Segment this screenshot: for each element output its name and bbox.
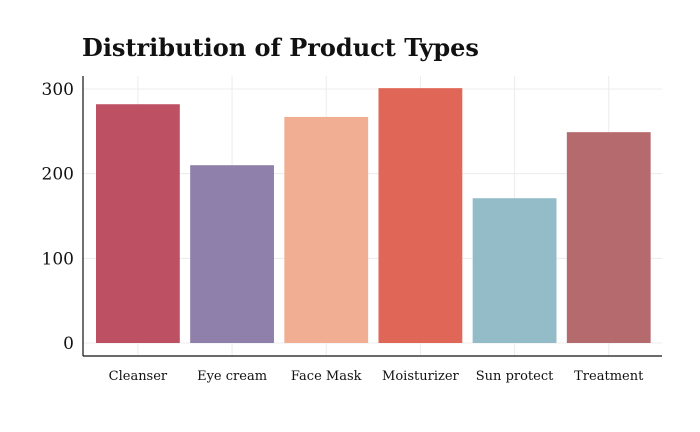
x-tick-label: Cleanser <box>109 369 168 384</box>
bar-treatment <box>566 132 651 343</box>
bar-eye-cream <box>190 165 274 343</box>
y-axis-ticks: 0 100 200 300 <box>42 80 74 354</box>
bar-sun-protect <box>472 198 557 343</box>
bar-face-mask <box>284 116 369 344</box>
bar-moisturizer <box>378 88 463 343</box>
x-tick-label: Sun protect <box>476 369 554 384</box>
x-tick-label: Moisturizer <box>382 369 459 384</box>
x-tick-label: Treatment <box>574 369 644 384</box>
bars <box>96 88 651 344</box>
y-tick-label: 100 <box>42 249 74 269</box>
x-tick-label: Face Mask <box>291 369 362 384</box>
bar-cleanser <box>96 104 180 344</box>
y-tick-label: 300 <box>42 80 74 100</box>
x-tick-label: Eye cream <box>197 369 267 384</box>
y-tick-label: 200 <box>42 165 74 185</box>
y-tick-label: 0 <box>63 334 74 354</box>
chart-title: Distribution of Product Types <box>82 33 479 62</box>
x-axis-ticks: Cleanser Eye cream Face Mask Moisturizer Sun… <box>109 369 644 384</box>
